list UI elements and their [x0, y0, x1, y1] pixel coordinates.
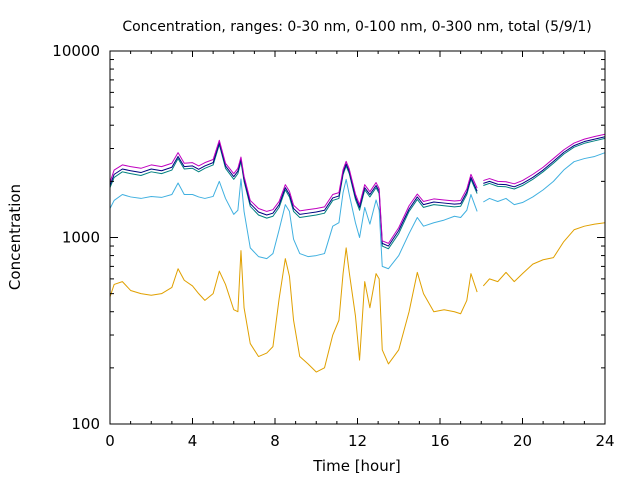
series-line-0: [109, 222, 606, 373]
x-tick-label: 24: [595, 432, 614, 450]
x-tick-label: 12: [348, 432, 367, 450]
plot-frame: [109, 50, 606, 425]
x-tick-label: 8: [270, 432, 280, 450]
series-line-4: [109, 133, 606, 244]
series-layer: [109, 133, 606, 373]
y-tick-label: 1000: [62, 229, 100, 247]
y-tick-label: 100: [71, 415, 100, 433]
x-tick-label: 20: [513, 432, 532, 450]
chart-title: Concentration, ranges: 0-30 nm, 0-100 nm…: [122, 19, 591, 35]
x-axis-title: Time [hour]: [312, 457, 401, 475]
y-axis: 100 1000 10000: [52, 42, 605, 433]
x-axis: 0 4 8 12 16 20 24: [105, 51, 615, 450]
series-line-2: [109, 137, 606, 250]
y-axis-title: Concentration: [6, 184, 24, 290]
x-tick-label: 16: [430, 432, 449, 450]
x-tick-label: 4: [188, 432, 198, 450]
x-tick-label: 0: [105, 432, 115, 450]
y-tick-label: 10000: [52, 42, 100, 60]
series-line-1: [109, 152, 606, 270]
series-line-3: [109, 136, 606, 247]
